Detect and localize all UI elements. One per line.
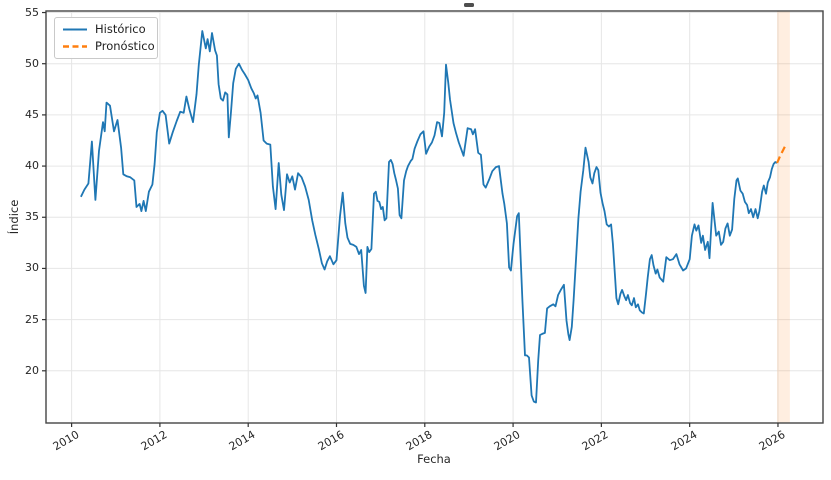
y-tick-label: 45 [25,107,39,121]
cropped-title-remnant [464,3,474,7]
forecast-line-icon [63,45,87,48]
legend: Histórico Pronóstico [54,17,158,59]
forecast-band [777,11,790,423]
y-tick-label: 30 [25,261,39,275]
historical-line-icon [63,28,87,31]
legend-item-historico: Histórico [62,22,149,37]
historical-line [80,30,778,404]
legend-label-pronostico: Pronóstico [95,39,155,53]
forecast-line [776,143,788,164]
legend-item-pronostico: Pronóstico [62,39,155,54]
y-tick-label: 55 [25,5,39,19]
y-tick-label: 35 [25,210,39,224]
y-tick-label: 50 [25,56,39,70]
x-axis-title: Fecha [417,452,451,466]
y-tick-label: 40 [25,159,39,173]
legend-label-historico: Histórico [95,22,146,36]
y-tick-label: 20 [25,363,39,377]
y-tick-label: 25 [25,312,39,326]
